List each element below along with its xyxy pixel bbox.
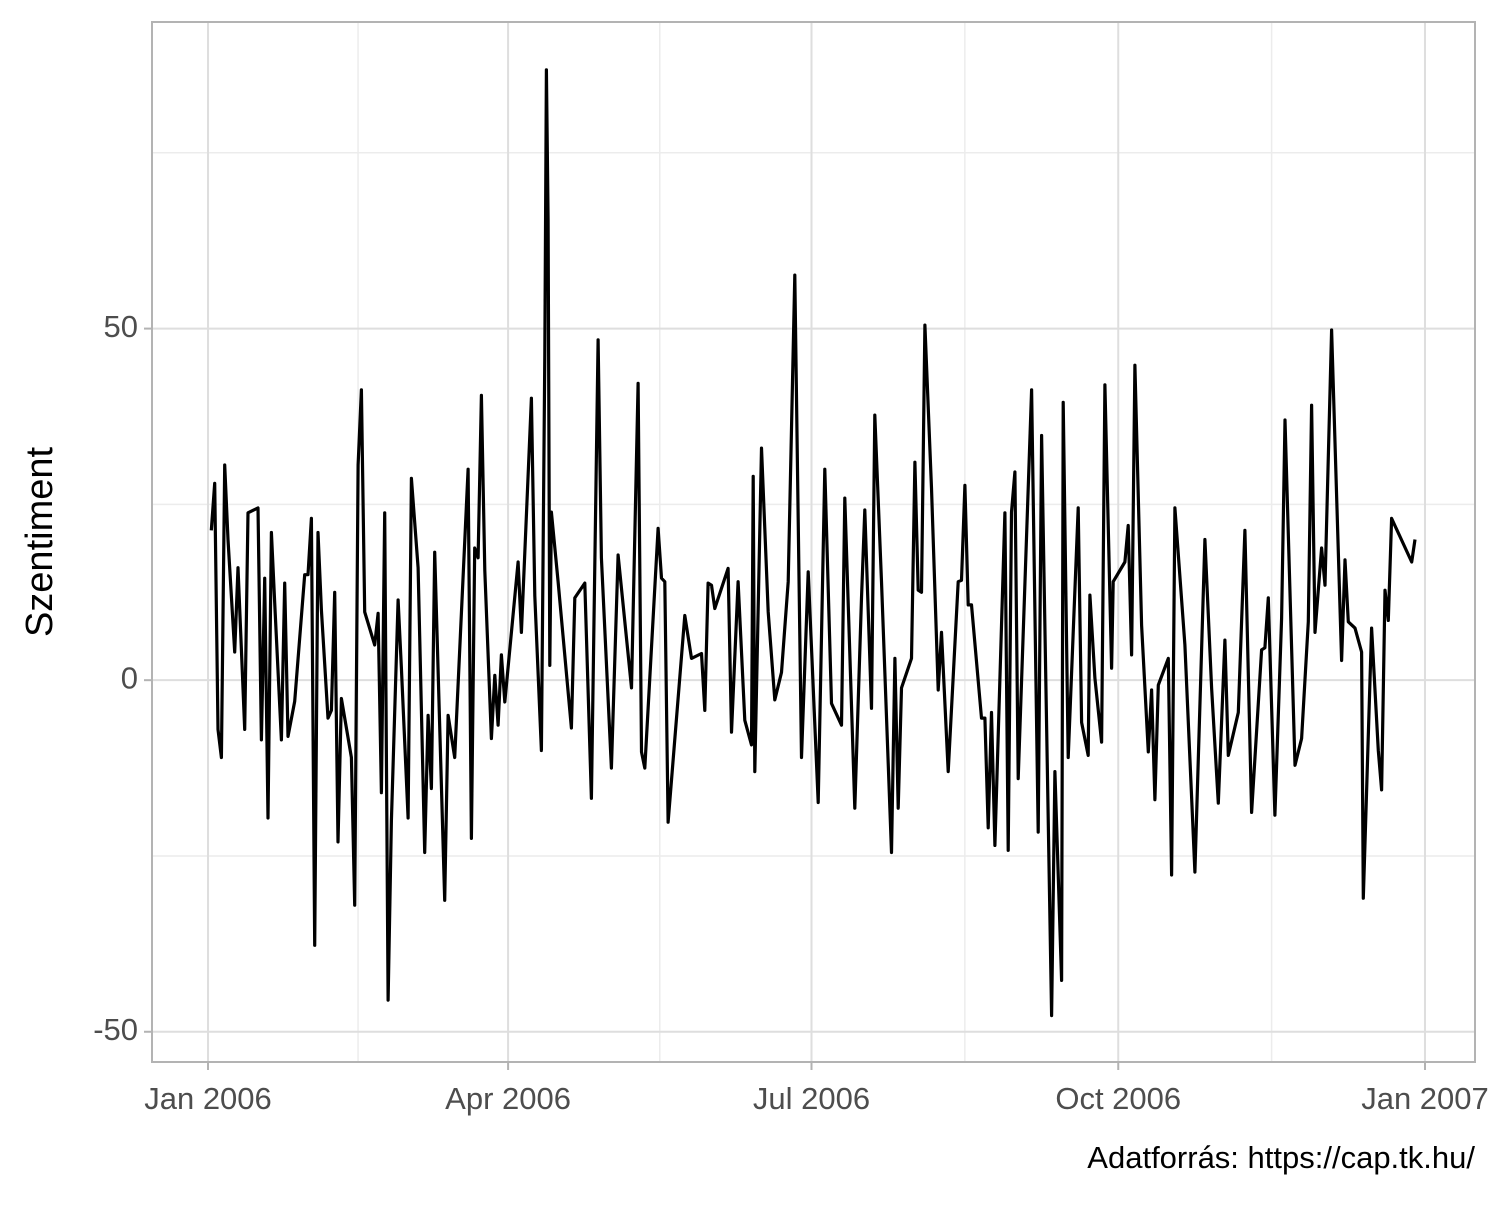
- x-tick-label: Oct 2006: [1055, 1081, 1181, 1116]
- x-tick-label: Jan 2006: [144, 1081, 272, 1116]
- y-axis-title: Szentiment: [19, 447, 61, 638]
- caption: Adatforrás: https://cap.tk.hu/: [1087, 1140, 1475, 1175]
- x-tick-label: Apr 2006: [445, 1081, 571, 1116]
- y-tick-label: 50: [104, 309, 138, 344]
- x-tick-label: Jan 2007: [1361, 1081, 1489, 1116]
- x-tick-label: Jul 2006: [753, 1081, 870, 1116]
- y-tick-label: 0: [121, 660, 138, 695]
- series-line: [209, 68, 1417, 1018]
- panel-border: [151, 21, 1476, 1063]
- y-tick-label: -50: [93, 1012, 138, 1047]
